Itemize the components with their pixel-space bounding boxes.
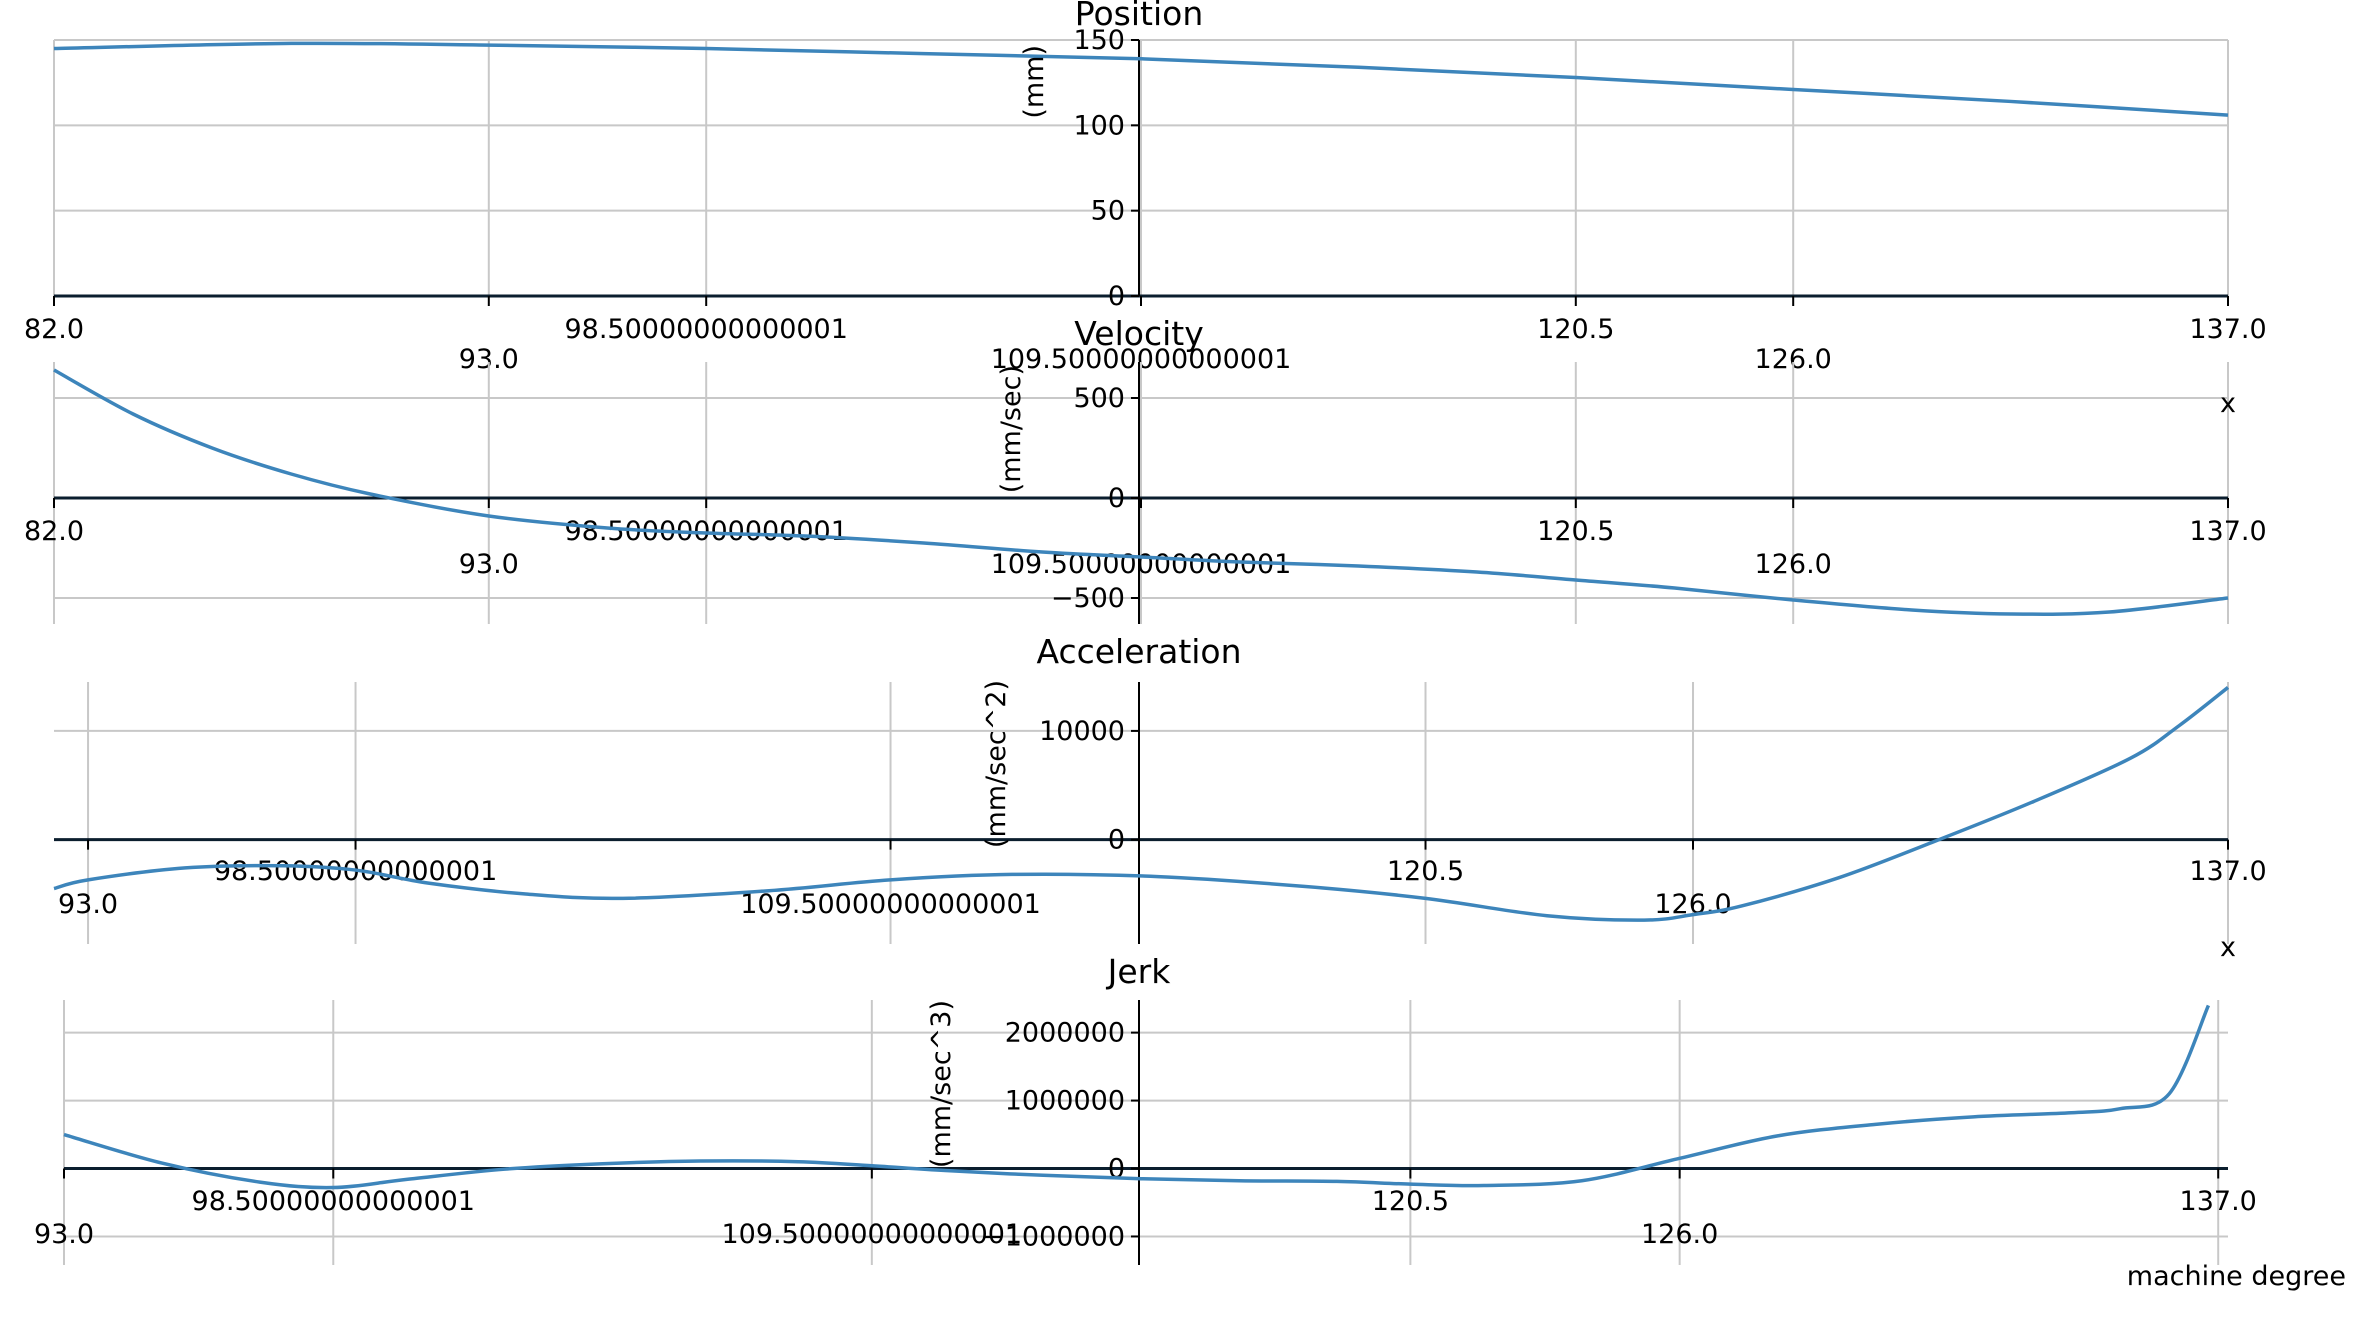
y-tick-label: 0	[1108, 483, 1125, 514]
y-tick-label: 1000000	[1005, 1086, 1125, 1117]
series-line-acceleration	[53, 686, 2230, 922]
x-tick-label: 93.0	[58, 889, 118, 920]
subplot-velocity: 500 0 −500 82.0 98.50000000000001 120.5 137.0 9…	[24, 314, 2267, 624]
y-tick-label: 0	[1108, 281, 1125, 312]
x-tick-label: 120.5	[1537, 314, 1614, 345]
subplot-title: Acceleration	[1036, 632, 1241, 671]
x-tick-label: 126.0	[1641, 1219, 1718, 1250]
x-axis-label: x	[2220, 932, 2236, 963]
y-tick-label: 500	[1073, 383, 1125, 414]
y-axis-label: (mm/sec^2)	[981, 680, 1012, 848]
x-tick-label: 137.0	[2180, 1186, 2257, 1217]
y-tick-label: 10000	[1039, 716, 1125, 747]
x-tick-label: 120.5	[1372, 1186, 1449, 1217]
y-tick-label: 50	[1091, 196, 1125, 227]
series-line-position	[53, 41, 2229, 117]
subplot-jerk: 2000000 1000000 0 −1000000 98.50000000000001…	[34, 952, 2346, 1292]
x-tick-label: 98.50000000000001	[192, 1186, 475, 1217]
x-tick-label: 120.5	[1387, 856, 1464, 887]
x-tick-label: 93.0	[459, 549, 519, 580]
x-tick-label: 98.50000000000001	[564, 314, 847, 345]
y-axis-label: (mm/sec^3)	[926, 1000, 957, 1168]
x-axis-label: x	[2220, 388, 2236, 419]
x-axis-label: machine degree	[2127, 1261, 2346, 1292]
series-line-jerk	[63, 1004, 2211, 1190]
x-tick-label: 82.0	[24, 516, 84, 547]
x-tick-label: 82.0	[24, 314, 84, 345]
y-tick-label: 0	[1108, 1154, 1125, 1185]
x-tick-label: 120.5	[1537, 516, 1614, 547]
y-tick-label: −1000000	[982, 1221, 1125, 1252]
x-tick-label: 93.0	[34, 1219, 94, 1250]
y-tick-label: −500	[1051, 583, 1125, 614]
y-tick-label: 2000000	[1005, 1018, 1125, 1049]
subplot-title: Position	[1075, 0, 1204, 33]
x-tick-label: 137.0	[2189, 516, 2266, 547]
y-tick-label: 150	[1073, 25, 1125, 56]
subplot-title: Jerk	[1106, 952, 1172, 991]
subplot-title: Velocity	[1074, 314, 1203, 353]
y-axis-label: (mm)	[1019, 45, 1050, 119]
x-tick-label: 137.0	[2189, 856, 2266, 887]
y-axis-label: (mm/sec)	[996, 365, 1027, 493]
x-tick-label: 109.50000000000001	[722, 1219, 1023, 1250]
y-tick-label: 100	[1073, 110, 1125, 141]
x-tick-label: 109.50000000000001	[991, 549, 1292, 580]
y-tick-label: 0	[1108, 825, 1125, 856]
x-tick-label: 126.0	[1755, 549, 1832, 580]
series-line-velocity	[53, 368, 2229, 616]
x-tick-label: 137.0	[2189, 314, 2266, 345]
x-tick-label: 109.50000000000001	[740, 889, 1041, 920]
